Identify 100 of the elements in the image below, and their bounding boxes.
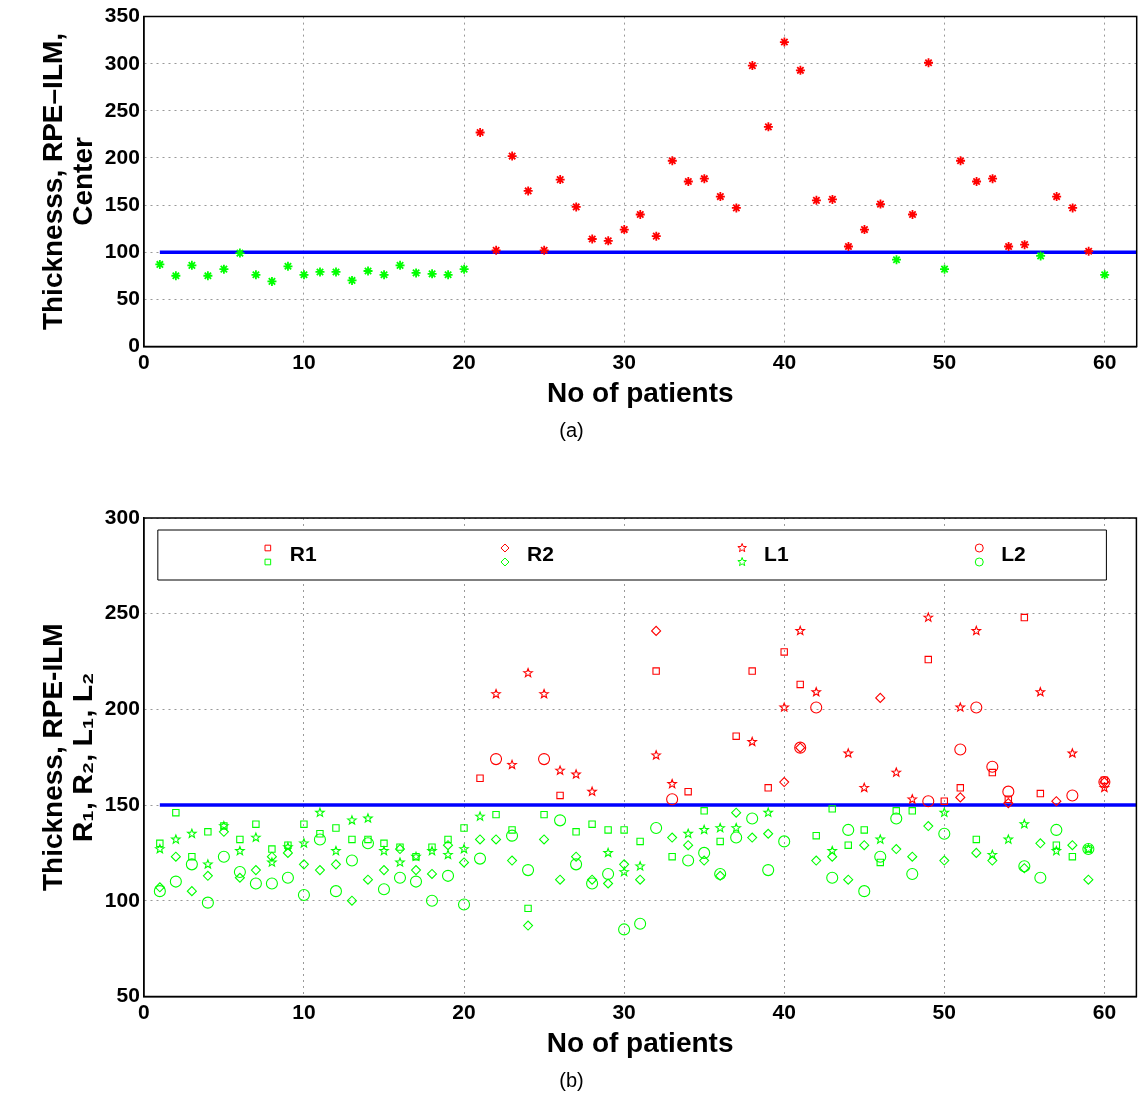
point [1035, 250, 1047, 262]
point [1035, 687, 1046, 697]
point [972, 835, 981, 844]
point [1068, 852, 1077, 861]
point [313, 833, 326, 846]
point [443, 849, 453, 859]
point [570, 201, 582, 213]
point [843, 241, 854, 252]
point [618, 923, 631, 936]
point [907, 851, 918, 862]
point [970, 701, 983, 714]
point [234, 872, 245, 883]
point [314, 865, 325, 876]
point [1051, 845, 1062, 856]
point [571, 769, 581, 779]
point [202, 870, 213, 881]
point [281, 871, 294, 884]
point [764, 784, 772, 792]
point [236, 835, 244, 844]
point [844, 841, 852, 849]
point [730, 202, 742, 214]
point [1004, 795, 1013, 804]
point [780, 648, 788, 656]
point [875, 834, 886, 844]
point [762, 121, 774, 133]
point [603, 878, 614, 889]
legend-label: R2 [526, 541, 554, 565]
text: (b) [558, 1068, 585, 1093]
point [473, 852, 487, 865]
point [636, 837, 644, 846]
point [409, 875, 423, 888]
point [362, 265, 374, 277]
point [538, 244, 550, 256]
point [361, 837, 375, 850]
point [345, 854, 359, 867]
point [603, 847, 613, 858]
legend-label: R1 [289, 541, 317, 565]
point [314, 266, 326, 278]
point [540, 810, 548, 819]
point [890, 812, 903, 825]
point [378, 865, 390, 876]
point [490, 834, 502, 845]
point [155, 844, 165, 854]
point [699, 824, 709, 835]
point [506, 150, 518, 162]
point [811, 194, 822, 206]
point [619, 859, 630, 870]
x-tick-label: 20 [452, 349, 476, 373]
point [682, 176, 694, 187]
x-tick-label: 10 [292, 999, 316, 1023]
point [154, 259, 166, 270]
point [555, 874, 566, 885]
point [298, 859, 309, 870]
point [843, 748, 854, 758]
point [892, 807, 900, 815]
point [554, 814, 567, 827]
point [716, 837, 724, 846]
point [715, 822, 725, 833]
point [233, 865, 246, 879]
point [475, 811, 485, 821]
point [747, 832, 758, 843]
point [267, 857, 277, 867]
point [572, 828, 580, 836]
point [650, 230, 662, 242]
point [763, 807, 774, 817]
point [954, 743, 967, 756]
point [907, 209, 918, 220]
point [1002, 785, 1015, 798]
point [188, 852, 196, 861]
x-tick-label: 20 [452, 999, 476, 1023]
point [1003, 241, 1014, 252]
point [1003, 798, 1014, 809]
point [860, 826, 868, 834]
x-tick-label: 30 [612, 999, 636, 1023]
point [651, 625, 662, 636]
point [187, 828, 197, 838]
x-tick-label: 50 [932, 349, 957, 373]
point [635, 874, 646, 885]
point [282, 260, 294, 272]
point [380, 839, 388, 848]
point [154, 882, 165, 893]
point [971, 847, 982, 858]
point [186, 259, 198, 271]
x-tick-label: 60 [1092, 999, 1117, 1023]
point [618, 224, 630, 235]
point [329, 885, 342, 898]
point [169, 875, 182, 888]
point [1003, 834, 1014, 844]
point [170, 270, 182, 282]
point [410, 267, 422, 279]
point [492, 810, 500, 819]
point [842, 823, 855, 836]
point [570, 858, 583, 871]
point [1052, 841, 1061, 849]
point [698, 173, 710, 185]
point [586, 877, 599, 890]
point [396, 843, 404, 851]
point [252, 820, 260, 828]
y-axis-title: Thicknesss, RPE–ILM, Center [37, 32, 98, 331]
point [1019, 819, 1030, 829]
